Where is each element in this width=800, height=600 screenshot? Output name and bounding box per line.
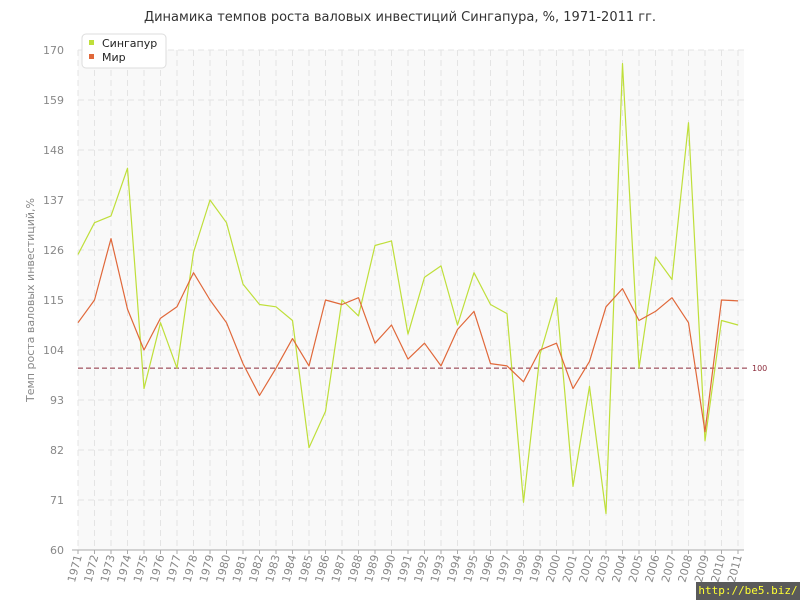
series-lines	[77, 62, 739, 515]
legend-marker-2	[89, 54, 94, 59]
y-tick-label: 115	[43, 294, 64, 307]
y-tick-labels: 60 71 82 93 104 115 126 137 148 159 170	[43, 44, 64, 557]
y-tick-label: 104	[43, 344, 64, 357]
y-tick-label: 137	[43, 194, 64, 207]
y-tick-label: 148	[43, 144, 64, 157]
watermark: http://be5.biz/	[696, 582, 800, 600]
y-tick-label: 60	[50, 544, 64, 557]
reference-line: 100	[78, 364, 767, 373]
chart-title: Динамика темпов роста валовых инвестиций…	[144, 10, 656, 25]
y-tick-label: 170	[43, 44, 64, 57]
y-tick-label: 93	[50, 394, 64, 407]
y-tick-label: 71	[50, 494, 64, 507]
y-tick-label: 159	[43, 94, 64, 107]
series-line-1	[77, 62, 739, 515]
y-tick-label: 82	[50, 444, 64, 457]
series-line-2	[77, 238, 739, 433]
legend-label-1: Сингапур	[102, 37, 157, 50]
legend-marker-1	[89, 40, 94, 45]
y-axis-label: Темп роста валовых инвестиций,%	[24, 198, 37, 403]
legend-box	[81, 33, 167, 69]
legend-label-2: Мир	[102, 51, 126, 64]
reference-label: 100	[752, 364, 767, 373]
axes	[72, 549, 744, 554]
y-tick-label: 126	[43, 244, 64, 257]
x-tick-labels: 1971197219731974197519761977197819791980…	[65, 553, 745, 583]
